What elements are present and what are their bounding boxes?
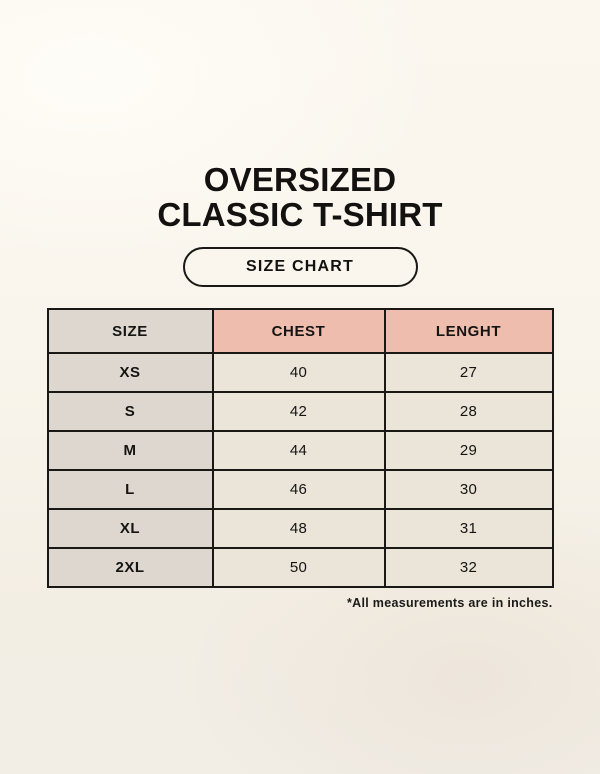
size-label: S xyxy=(46,391,214,432)
chest-value: 42 xyxy=(211,391,386,432)
table-row: M 44 29 xyxy=(46,430,554,471)
table-row: L 46 30 xyxy=(46,469,554,510)
table-row: 2XL 50 32 xyxy=(46,547,554,588)
size-chart-table: SIZE CHEST LENGHT XS 40 27 S 42 28 M 44 … xyxy=(46,308,554,588)
size-label: 2XL xyxy=(46,547,214,588)
chest-value: 40 xyxy=(211,352,386,393)
table-header-row: SIZE CHEST LENGHT xyxy=(46,308,554,354)
length-value: 27 xyxy=(383,352,554,393)
length-value: 28 xyxy=(383,391,554,432)
column-header-chest: CHEST xyxy=(211,308,386,354)
table-row: XS 40 27 xyxy=(46,352,554,393)
page-title: OVERSIZED CLASSIC T-SHIRT xyxy=(0,0,600,232)
size-label: L xyxy=(46,469,214,510)
chest-value: 46 xyxy=(211,469,386,510)
column-header-size: SIZE xyxy=(46,308,214,354)
table-row: S 42 28 xyxy=(46,391,554,432)
size-chart-badge[interactable]: SIZE CHART xyxy=(182,247,418,287)
size-label: XS xyxy=(46,352,214,393)
length-value: 29 xyxy=(383,430,554,471)
size-label: XL xyxy=(46,508,214,549)
length-value: 31 xyxy=(383,508,554,549)
table-row: XL 48 31 xyxy=(46,508,554,549)
length-value: 30 xyxy=(383,469,554,510)
chest-value: 50 xyxy=(211,547,386,588)
chest-value: 44 xyxy=(211,430,386,471)
length-value: 32 xyxy=(383,547,554,588)
measurements-footnote: *All measurements are in inches. xyxy=(346,596,553,610)
size-chart-badge-label: SIZE CHART xyxy=(246,258,354,275)
size-label: M xyxy=(46,430,214,471)
title-line-2: CLASSIC T-SHIRT xyxy=(157,196,443,233)
column-header-length: LENGHT xyxy=(383,308,554,354)
title-line-1: OVERSIZED xyxy=(203,161,397,198)
chest-value: 48 xyxy=(211,508,386,549)
